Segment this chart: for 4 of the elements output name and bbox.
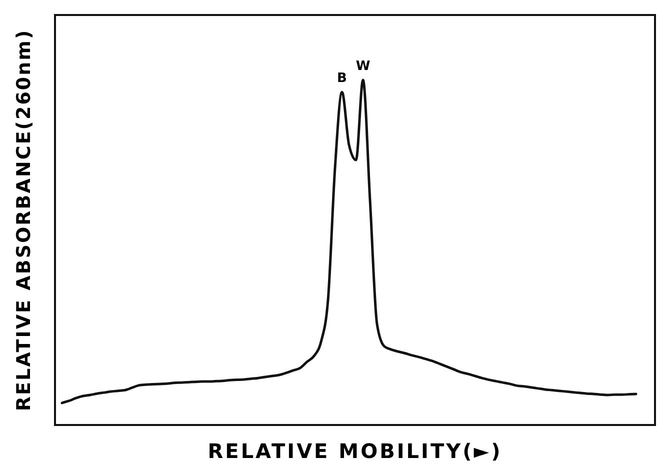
annotation: W (356, 59, 370, 74)
annotation: B (337, 71, 347, 86)
x-axis-title: RELATIVE MOBILITY(►) (208, 439, 502, 463)
y-axis-title: RELATIVE ABSORBANCE(260nm) (13, 28, 35, 412)
